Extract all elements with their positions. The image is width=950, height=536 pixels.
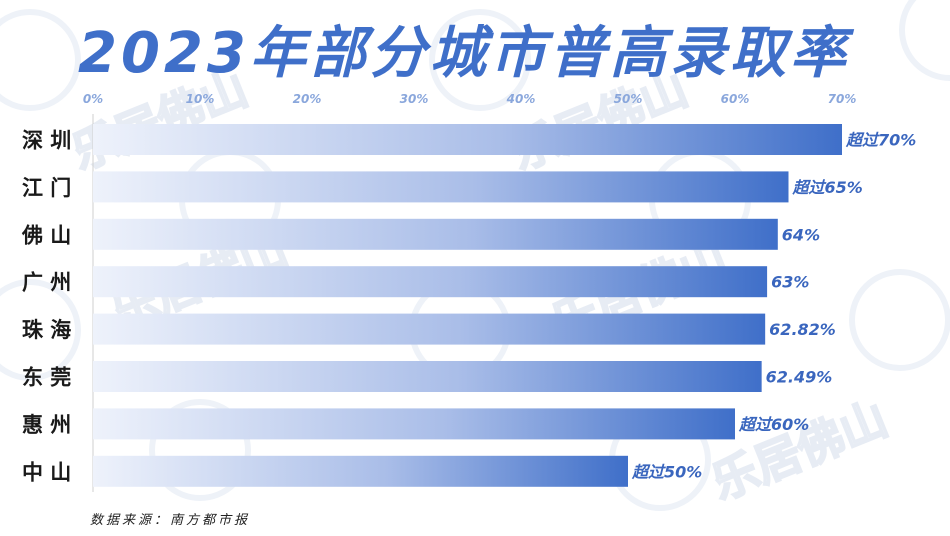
bar (93, 171, 789, 203)
data-label: 超过60% (738, 415, 809, 434)
bar (93, 266, 768, 298)
chart-title: 2023年部分城市普高录取率 (78, 21, 855, 86)
x-tick-label: 30% (400, 92, 429, 106)
category-label: 佛 山 (21, 223, 71, 247)
data-label: 超过70% (845, 131, 916, 150)
category-label: 惠 州 (22, 413, 71, 437)
data-label: 62.82% (769, 320, 836, 339)
bar (93, 361, 762, 392)
bars-group: 深 圳 超过70% 江 门 超过65% 佛 山 64% 广 州 63% 珠 海 62.82% 东 莞… (21, 124, 916, 487)
x-tick-label: 70% (828, 92, 857, 106)
x-tick-label: 60% (721, 92, 750, 106)
bar (93, 455, 628, 487)
x-axis-ticks: 0% 10% 20% 30% 40% 50% 60% 70% (83, 92, 857, 106)
data-label: 超过50% (631, 462, 702, 481)
category-label: 广 州 (22, 271, 71, 295)
data-label: 62.49% (766, 368, 833, 387)
x-tick-label: 40% (506, 92, 536, 106)
x-tick-label: 0% (83, 92, 103, 106)
data-label: 超过65% (792, 178, 863, 197)
category-label: 中 山 (22, 460, 71, 484)
source-note: 数据来源：南方都市报 (90, 512, 250, 528)
x-tick-label: 50% (614, 92, 643, 106)
data-label: 63% (771, 273, 809, 292)
x-tick-label: 20% (293, 92, 322, 106)
bar (93, 218, 778, 250)
x-tick-label: 10% (186, 92, 215, 106)
category-label: 东 莞 (22, 366, 71, 390)
bar (93, 124, 842, 155)
category-label: 江 门 (22, 176, 71, 200)
bar (93, 313, 766, 345)
bar (93, 408, 735, 440)
category-label: 深 圳 (22, 129, 71, 153)
data-label: 64% (782, 225, 820, 244)
category-label: 珠 海 (22, 318, 71, 342)
